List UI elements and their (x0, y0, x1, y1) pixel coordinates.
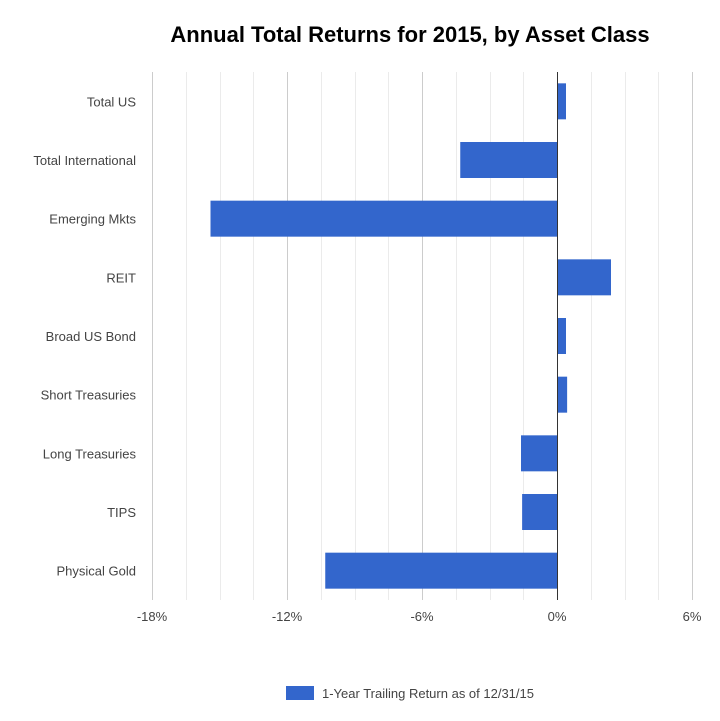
bar-total-us (557, 83, 566, 120)
bar-broad-us-bond (557, 318, 566, 354)
bar-short-treasuries (557, 376, 568, 413)
category-label: Physical Gold (57, 564, 136, 579)
category-label: Total International (33, 153, 136, 168)
category-label: Short Treasuries (41, 388, 137, 403)
legend-label: 1-Year Trailing Return as of 12/31/15 (322, 686, 534, 701)
x-tick-label: -6% (410, 609, 434, 624)
x-tick-label: -12% (272, 609, 303, 624)
bar-tips (522, 494, 557, 530)
bar-long-treasuries (521, 435, 557, 472)
x-tick-label: 0% (548, 609, 567, 624)
category-label: Long Treasuries (43, 446, 137, 461)
category-label: Total US (87, 94, 136, 109)
category-label: TIPS (107, 505, 136, 520)
category-label: Emerging Mkts (49, 212, 136, 227)
bar-total-international (460, 142, 557, 178)
bar-emerging-mkts (210, 200, 557, 237)
x-tick-label: 6% (683, 609, 702, 624)
category-label: Broad US Bond (46, 329, 136, 344)
legend-swatch (286, 686, 314, 700)
x-tick-label: -18% (137, 609, 168, 624)
bar-physical-gold (325, 552, 557, 589)
chart-title: Annual Total Returns for 2015, by Asset … (170, 22, 650, 47)
category-label: REIT (106, 270, 136, 285)
bar-reit (557, 259, 611, 296)
